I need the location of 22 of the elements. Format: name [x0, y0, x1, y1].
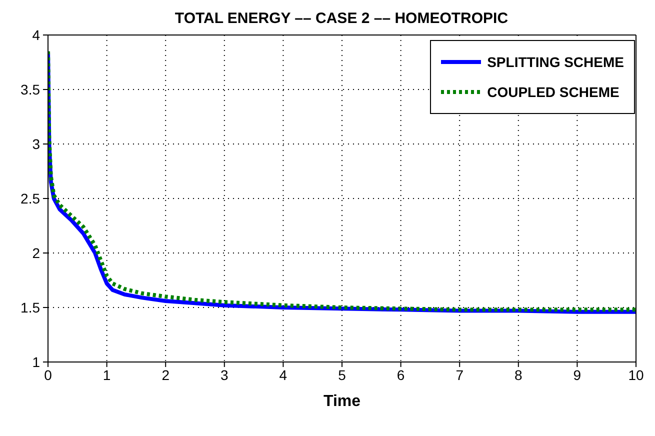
x-tick-label: 8: [514, 366, 522, 383]
x-tick-label: 2: [162, 366, 170, 383]
x-tick-label: 1: [102, 366, 111, 383]
x-tick-label: 0: [44, 366, 52, 383]
y-tick-label: 1.5: [20, 299, 40, 316]
legend-label: SPLITTING SCHEME: [487, 54, 624, 70]
x-tick-label: 3: [220, 366, 228, 383]
y-tick-label: 2.5: [20, 190, 40, 206]
y-tick-label: 3.5: [20, 81, 40, 98]
x-tick-label: 6: [396, 366, 405, 383]
x-tick-label: 4: [279, 366, 288, 383]
y-tick-label: 1: [32, 354, 40, 370]
y-tick-label: 4: [32, 26, 40, 43]
x-tick-label: 9: [573, 366, 582, 383]
x-axis-title: Time: [323, 393, 361, 410]
x-tick-label: 5: [338, 366, 346, 383]
chart-title: TOTAL ENERGY –– CASE 2 –– HOMEOTROPIC: [174, 10, 510, 27]
x-tick-label: 10: [628, 366, 644, 383]
x-tick-label: 7: [456, 366, 464, 383]
legend-label: COUPLED SCHEME: [487, 84, 620, 100]
y-tick-label: 3: [32, 136, 40, 152]
y-tick-label: 2: [32, 244, 40, 261]
